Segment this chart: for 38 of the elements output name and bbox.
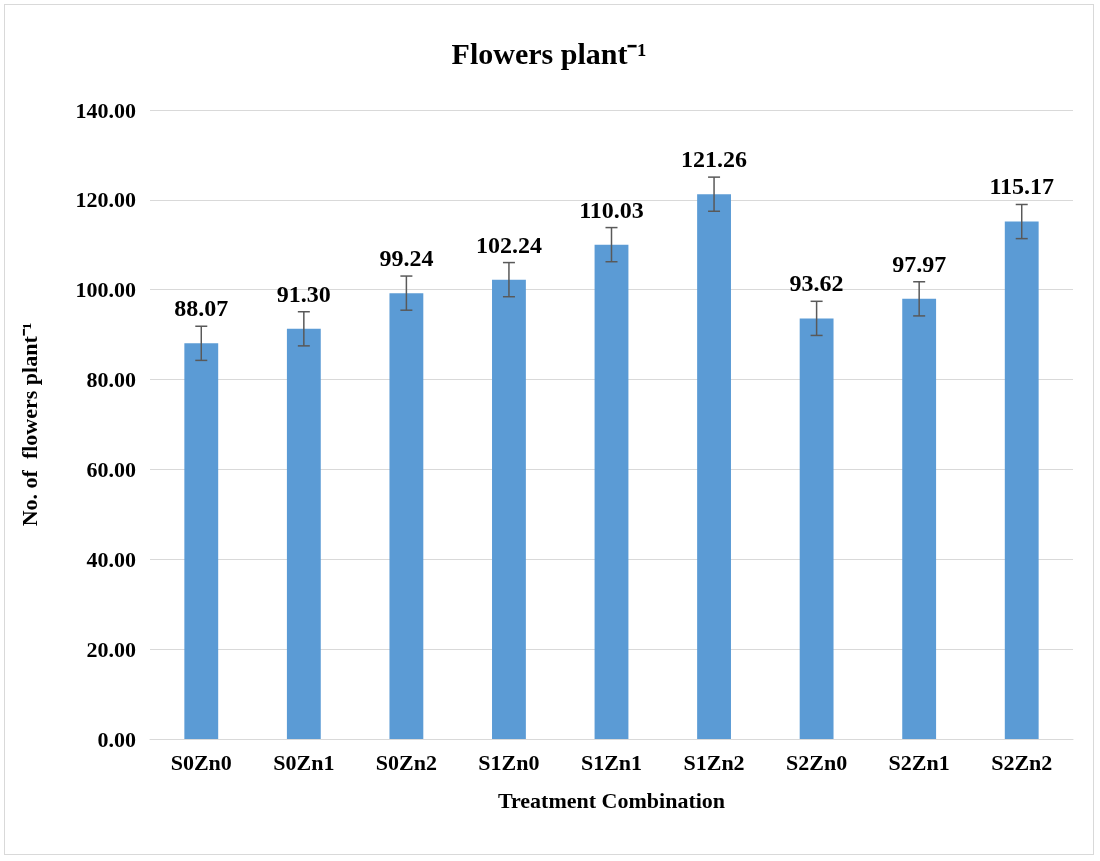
bar — [389, 293, 424, 739]
bar — [1004, 221, 1039, 739]
x-tick-label: S1Zn2 — [683, 749, 745, 775]
chart-title: Flowers plant⁻¹ — [451, 36, 647, 70]
y-tick-label: 140.00 — [75, 97, 136, 123]
y-tick-label: 100.00 — [75, 277, 136, 303]
x-tick-label: S2Zn1 — [888, 749, 950, 775]
x-tick-label: S0Zn2 — [375, 749, 437, 775]
x-tick-label: S0Zn0 — [170, 749, 232, 775]
y-tick-label: 40.00 — [86, 546, 136, 572]
x-tick-label: S1Zn0 — [478, 749, 540, 775]
data-label: 115.17 — [989, 173, 1055, 200]
bar — [902, 298, 937, 739]
x-tick-label: S2Zn0 — [786, 749, 848, 775]
data-label: 88.07 — [174, 295, 229, 322]
y-tick-label: 60.00 — [86, 456, 136, 482]
data-label: 121.26 — [681, 146, 748, 173]
data-label: 97.97 — [892, 250, 947, 277]
x-tick-label: S0Zn1 — [273, 749, 335, 775]
bar — [492, 279, 526, 739]
bar — [594, 244, 629, 739]
y-tick-label: 0.00 — [97, 726, 136, 752]
bar — [286, 328, 321, 739]
x-axis-title: Treatment Combination — [497, 787, 726, 813]
data-label: 110.03 — [579, 196, 644, 223]
data-label: 93.62 — [789, 270, 844, 297]
bar — [697, 194, 731, 739]
data-label: 102.24 — [475, 231, 542, 258]
data-label: 99.24 — [379, 245, 434, 272]
y-tick-label: 20.00 — [86, 636, 136, 662]
bar — [184, 343, 219, 739]
x-tick-label: S2Zn2 — [991, 749, 1053, 775]
data-label: 91.30 — [276, 280, 331, 307]
y-tick-label: 120.00 — [75, 187, 136, 213]
x-tick-label: S1Zn1 — [580, 749, 643, 775]
y-axis-title: No. of flowers plant⁻¹ — [16, 322, 42, 527]
y-tick-label: 80.00 — [86, 367, 136, 393]
bar — [799, 318, 834, 739]
